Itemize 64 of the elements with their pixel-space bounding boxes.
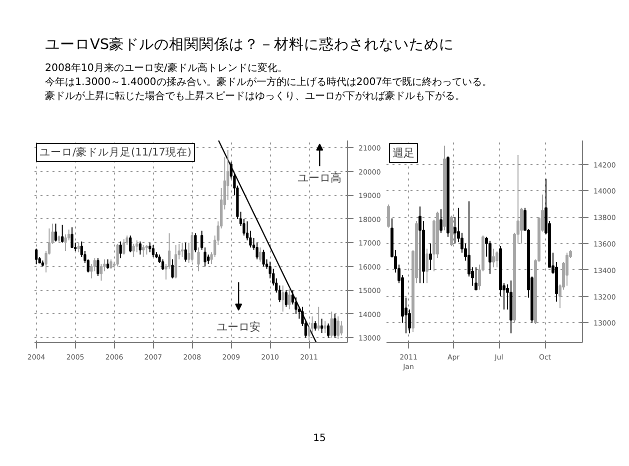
candlestick bbox=[418, 206, 422, 284]
text: 今年は1.3000～1.4000の揉み合い。豪ドルが一方的に上げる時代は2007年で既に終わっている。 bbox=[45, 76, 492, 90]
candlestick bbox=[194, 232, 197, 253]
candlestick bbox=[129, 235, 132, 253]
candlestick bbox=[284, 290, 288, 308]
text: 週足 bbox=[392, 146, 414, 160]
candlestick bbox=[317, 306, 320, 332]
candlestick bbox=[77, 242, 80, 253]
candlestick bbox=[148, 242, 152, 253]
text: 豪ドルが上昇に転じた場合でも上昇スピードはゆっくり、ユーロが下がれば豪ドルも下がる。 bbox=[45, 90, 466, 104]
candlestick bbox=[142, 244, 145, 258]
candlestick bbox=[324, 320, 326, 334]
candlestick bbox=[174, 244, 178, 279]
candlestick bbox=[429, 242, 432, 270]
candlestick bbox=[100, 264, 103, 282]
annotation: ユーロ安 bbox=[216, 320, 261, 334]
candlestick bbox=[34, 248, 38, 265]
candlestick bbox=[334, 313, 336, 338]
candlestick bbox=[116, 243, 119, 267]
candlestick bbox=[288, 287, 291, 310]
candlestick bbox=[197, 246, 200, 272]
candlestick bbox=[70, 226, 74, 248]
candlestick bbox=[474, 266, 478, 290]
candlestick bbox=[492, 248, 495, 268]
candlestick bbox=[282, 284, 284, 312]
candlestick bbox=[138, 241, 142, 256]
annotation: ユーロ高 bbox=[298, 171, 342, 184]
candlestick bbox=[496, 250, 498, 268]
candlestick bbox=[256, 242, 258, 260]
candlestick bbox=[64, 234, 67, 252]
candlestick bbox=[440, 208, 442, 234]
candlestick bbox=[340, 320, 343, 336]
candlestick bbox=[122, 238, 126, 256]
candlestick bbox=[207, 254, 210, 265]
text: ユーロVS豪ドルの相関関係は？－材料に惑わされないために bbox=[45, 36, 456, 55]
candlestick bbox=[262, 249, 265, 267]
candlestick bbox=[336, 316, 340, 340]
candlestick bbox=[184, 242, 187, 262]
candlestick bbox=[54, 223, 58, 242]
candlestick bbox=[161, 258, 164, 271]
candlestick bbox=[387, 204, 390, 228]
text: ユーロ/豪ドル月足(11/17現在) bbox=[40, 146, 192, 158]
candlestick bbox=[152, 244, 155, 258]
candlestick bbox=[145, 244, 148, 256]
candlestick bbox=[314, 320, 317, 332]
candlestick bbox=[190, 231, 194, 262]
candlestick bbox=[132, 243, 135, 258]
candlestick bbox=[488, 240, 492, 274]
candlestick bbox=[171, 258, 174, 279]
candlestick bbox=[566, 252, 568, 286]
candlestick bbox=[136, 240, 138, 253]
candlestick bbox=[330, 311, 333, 338]
text: 15 bbox=[312, 432, 327, 445]
candlestick bbox=[119, 241, 122, 259]
candlestick bbox=[61, 224, 64, 244]
candlestick bbox=[180, 242, 184, 258]
candlestick bbox=[110, 258, 112, 270]
text: 2008年10月来のユーロ安/豪ドル高トレンドに変化。 bbox=[45, 62, 288, 76]
candlestick bbox=[106, 258, 110, 270]
candlestick bbox=[96, 258, 100, 276]
candlestick bbox=[326, 322, 330, 338]
candlestick bbox=[258, 246, 262, 262]
candlestick bbox=[320, 318, 324, 334]
candlestick bbox=[426, 248, 428, 284]
